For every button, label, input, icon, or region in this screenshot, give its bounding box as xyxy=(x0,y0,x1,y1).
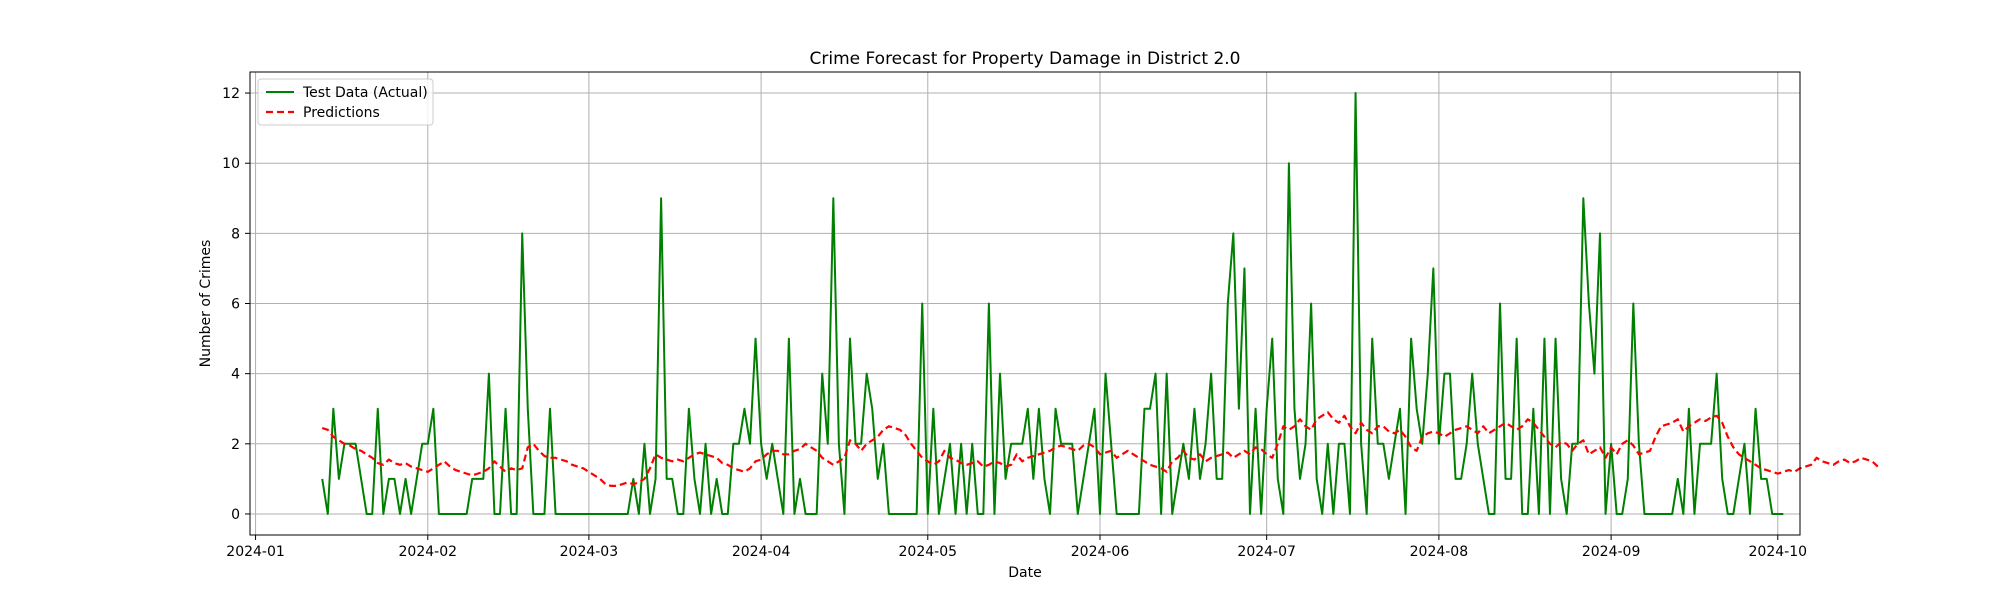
y-tick-label: 12 xyxy=(222,86,240,102)
x-tick-label: 2024-04 xyxy=(732,544,791,560)
y-tick-label: 4 xyxy=(231,367,240,383)
x-tick-label: 2024-05 xyxy=(899,544,958,560)
chart-title: Crime Forecast for Property Damage in Di… xyxy=(809,49,1240,69)
legend-actual-label: Test Data (Actual) xyxy=(302,85,428,101)
x-tick-label: 2024-08 xyxy=(1410,544,1469,560)
y-tick-label: 10 xyxy=(222,156,240,172)
x-tick-label: 2024-06 xyxy=(1071,544,1130,560)
y-axis-label: Number of Crimes xyxy=(198,240,214,368)
y-tick-label: 6 xyxy=(231,297,240,313)
x-tick-label: 2024-01 xyxy=(226,544,285,560)
x-axis: 2024-01 2024-02 2024-03 2024-04 2024-05 2024-… xyxy=(226,535,1807,560)
predictions-series-line xyxy=(321,411,1879,487)
grid xyxy=(250,72,1800,535)
x-axis-label: Date xyxy=(1008,565,1041,581)
legend-predictions-label: Predictions xyxy=(303,105,380,121)
y-axis: 0 2 4 6 8 10 12 xyxy=(222,86,250,523)
y-tick-label: 0 xyxy=(231,507,240,523)
legend: Test Data (Actual) Predictions xyxy=(257,78,434,126)
x-tick-label: 2024-02 xyxy=(399,544,458,560)
x-tick-label: 2024-03 xyxy=(560,544,619,560)
y-tick-label: 2 xyxy=(231,437,240,453)
actual-series-line xyxy=(321,92,1784,515)
y-tick-label: 8 xyxy=(231,226,240,242)
x-tick-label: 2024-10 xyxy=(1749,544,1808,560)
x-tick-label: 2024-07 xyxy=(1237,544,1296,560)
legend-box xyxy=(257,78,434,126)
x-tick-label: 2024-09 xyxy=(1582,544,1641,560)
series-layer xyxy=(321,92,1879,515)
